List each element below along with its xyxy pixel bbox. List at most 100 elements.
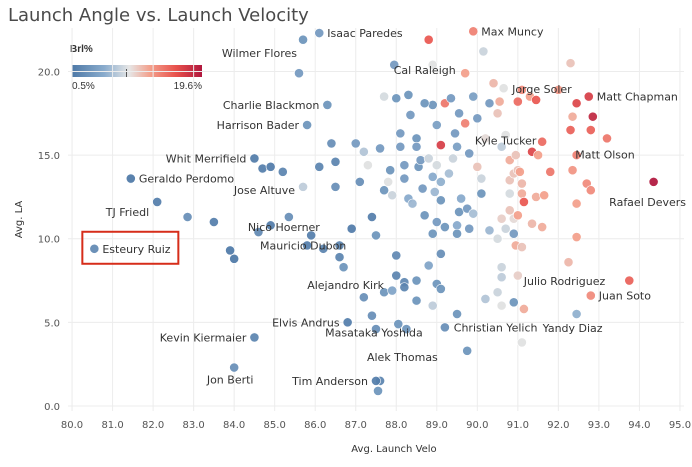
data-point <box>265 220 276 231</box>
x-tick-label: 91.0 <box>507 420 529 431</box>
data-point <box>358 292 369 303</box>
data-point <box>318 243 329 254</box>
data-point <box>407 198 418 209</box>
data-point <box>537 222 548 232</box>
data-point <box>314 161 325 172</box>
point-label: Alek Thomas <box>367 351 438 364</box>
data-point <box>508 228 519 239</box>
data-point <box>519 197 529 207</box>
data-point <box>431 217 442 227</box>
data-point <box>435 284 446 294</box>
data-point <box>302 240 313 251</box>
point-label: TJ Friedl <box>105 206 149 219</box>
y-tick-label: 5.0 <box>44 318 60 329</box>
data-point <box>504 205 515 216</box>
data-point <box>516 84 527 95</box>
data-point <box>342 317 353 328</box>
data-point <box>89 243 100 254</box>
data-point <box>585 185 596 196</box>
legend-min-label: 0.5% <box>72 81 95 92</box>
data-point <box>411 295 422 306</box>
data-point <box>472 113 483 124</box>
data-point <box>456 193 467 204</box>
x-tick-label: 90.0 <box>466 420 488 431</box>
data-point <box>435 195 446 206</box>
data-point <box>379 91 390 102</box>
data-point <box>563 257 574 268</box>
data-point <box>330 156 341 167</box>
data-point <box>225 245 236 256</box>
chart-title: Launch Angle vs. Launch Velocity <box>8 5 309 26</box>
data-point <box>567 111 578 122</box>
x-tick-label: 89.0 <box>426 420 448 431</box>
point-label: Mauricio Dubon <box>260 239 346 252</box>
data-point <box>399 160 410 171</box>
data-point <box>492 233 503 244</box>
data-point <box>387 190 398 201</box>
point-label: Max Muncy <box>481 25 544 38</box>
data-point <box>229 362 240 373</box>
data-point <box>306 230 317 241</box>
data-point <box>510 150 521 161</box>
data-point <box>496 262 507 273</box>
data-point <box>152 197 163 207</box>
x-axis-title: Avg. Launch Velo <box>351 444 436 455</box>
data-point <box>539 190 550 201</box>
data-point <box>249 332 260 343</box>
data-point <box>423 34 434 45</box>
data-point <box>249 153 260 164</box>
data-point <box>450 128 460 139</box>
data-point <box>512 96 523 107</box>
legend-title: Brl% <box>70 44 93 55</box>
data-point <box>476 173 487 184</box>
y-tick-label: 15.0 <box>38 151 60 162</box>
data-point <box>411 275 422 286</box>
data-point <box>208 217 219 227</box>
x-tick-label: 81.0 <box>101 420 123 431</box>
data-point <box>464 148 475 159</box>
data-point <box>476 188 487 199</box>
x-tick-label: 92.0 <box>547 420 569 431</box>
data-point <box>427 171 438 182</box>
data-point <box>531 192 541 202</box>
data-point <box>571 198 582 209</box>
data-point <box>484 98 495 109</box>
y-tick-label: 0.0 <box>44 402 60 413</box>
data-point <box>496 272 507 283</box>
data-point <box>488 78 499 89</box>
data-point <box>567 165 578 176</box>
data-point <box>498 83 509 94</box>
data-point <box>423 153 434 164</box>
data-point <box>439 222 450 232</box>
data-point <box>446 93 456 104</box>
data-point <box>283 212 294 222</box>
data-point <box>468 208 479 219</box>
data-point <box>423 260 434 271</box>
point-label: Elvis Andrus <box>272 316 340 329</box>
data-point <box>492 108 503 119</box>
data-point <box>508 297 519 308</box>
data-point <box>527 218 537 229</box>
y-tick-label: 20.0 <box>38 67 60 78</box>
data-point <box>571 98 582 109</box>
data-point <box>452 220 462 231</box>
data-point <box>427 300 438 311</box>
data-point <box>322 100 333 110</box>
data-point <box>435 176 446 187</box>
point-label: Jorge Soler <box>511 83 572 96</box>
data-point <box>411 133 422 144</box>
data-point <box>553 84 564 95</box>
x-tick-label: 87.0 <box>345 420 367 431</box>
data-point <box>393 319 404 329</box>
data-point <box>379 185 390 196</box>
point-label: Christian Yelich <box>454 322 538 335</box>
data-point <box>648 176 659 187</box>
data-point <box>389 59 400 70</box>
data-point <box>395 128 406 139</box>
data-point <box>533 150 544 161</box>
x-tick-label: 93.0 <box>588 420 610 431</box>
point-label: Masataka Yoshida <box>325 327 423 340</box>
data-point <box>427 59 438 70</box>
x-tick-label: 85.0 <box>264 420 286 431</box>
x-tick-label: 82.0 <box>142 420 164 431</box>
